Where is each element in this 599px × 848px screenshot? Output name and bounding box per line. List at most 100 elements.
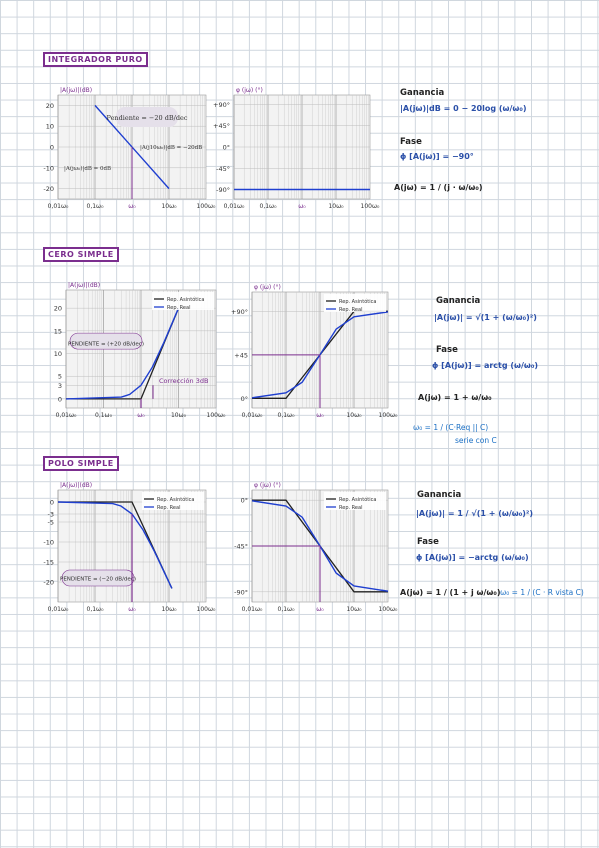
chart-integrador-phase: +90° +45° 0° -45° -90° 0,01ω₀ 0,1ω₀ ω₀ 10ω₀ 100ω₀… xyxy=(213,87,380,210)
y-tick-label: 0° xyxy=(241,395,248,403)
y-axis-label: φ (jω) (°) xyxy=(254,482,281,489)
x-tick-label: 0,01ω₀ xyxy=(224,203,245,210)
legend-label: Rep. Real xyxy=(339,307,362,313)
x-tick-label: 0,1ω₀ xyxy=(87,203,105,210)
y-tick-label: 5 xyxy=(58,373,62,381)
integrador-fase-title: Fase xyxy=(400,137,422,147)
section-title-cero: CERO SIMPLE xyxy=(43,247,119,262)
correction-annotation: Corrección 3dB xyxy=(159,377,208,385)
legend-label: Rep. Asintótica xyxy=(167,296,204,303)
y-tick-label: 0 xyxy=(50,499,54,507)
legend-label: Rep. Real xyxy=(157,505,180,511)
slope-bubble xyxy=(69,332,143,350)
cero-w0: ω₀ = 1 / (C·Req || C) xyxy=(413,423,489,432)
legend-label: Rep. Asintótica xyxy=(339,496,376,503)
y-axis-label: |A(jω)|(dB) xyxy=(60,87,92,94)
annotation-10w0: |A(j10ω₀)|dB = −20dB xyxy=(140,144,202,151)
y-tick-label: -5 xyxy=(48,519,54,527)
x-tick-label: 10ω₀ xyxy=(161,203,177,210)
x-tick-label: ω₀ xyxy=(298,203,306,210)
x-tick-label: ω₀ xyxy=(137,412,145,419)
x-tick-label: 10ω₀ xyxy=(346,412,362,419)
chart-polo-magnitude: 0 -3-5 -10 -15 -20 0,01ω₀ 0,1ω₀ ω₀ 10ω₀ 100ω₀ |A(j… xyxy=(43,482,216,613)
chart-cero-magnitude: 20 15 10 53 0 0,01ω₀ 0,1ω₀ ω₀ 10ω₀ 100ω₀ |A(jω)|(d… xyxy=(54,282,226,419)
x-tick-label: 0,1ω₀ xyxy=(278,412,296,419)
section-title-polo: POLO SIMPLE xyxy=(43,456,119,471)
x-tick-label: 0,01ω₀ xyxy=(48,203,69,210)
cero-w0-note: serie con C xyxy=(455,436,497,445)
x-tick-label: ω₀ xyxy=(316,412,324,419)
x-tick-label: 100ω₀ xyxy=(379,606,398,613)
y-axis-label: φ (jω) (°) xyxy=(254,284,281,291)
y-tick-label: -20 xyxy=(43,579,54,587)
series-line-real xyxy=(65,307,180,400)
integrador-transfer: A(jω) = 1 / (j · ω/ω₀) xyxy=(394,183,483,192)
legend-label: Rep. Asintótica xyxy=(339,298,376,305)
x-tick-label: 0,01ω₀ xyxy=(48,606,69,613)
y-axis-label: φ (jω) (°) xyxy=(236,87,263,94)
y-axis-label: |A(jω)|(dB) xyxy=(68,282,100,289)
y-axis-label: |A(jω)|(dB) xyxy=(60,482,92,489)
x-tick-label: 10ω₀ xyxy=(346,606,362,613)
x-tick-label: 0,01ω₀ xyxy=(242,412,263,419)
x-tick-label: 100ω₀ xyxy=(361,203,380,210)
y-tick-label: -90° xyxy=(234,588,248,596)
annotation-w0: |A(jω₀)|dB = 0dB xyxy=(64,165,111,172)
y-tick-label: 3 xyxy=(58,382,62,390)
y-tick-label: 20 xyxy=(46,102,54,110)
x-tick-label: 100ω₀ xyxy=(197,606,216,613)
y-tick-label: +90° xyxy=(213,101,230,109)
x-tick-label: 0,1ω₀ xyxy=(87,606,105,613)
cero-fase-title: Fase xyxy=(436,345,458,355)
y-tick-label: +45 xyxy=(234,351,248,359)
x-tick-label: 0,1ω₀ xyxy=(260,203,278,210)
chart-polo-phase: 0° -45° -90° 0,01ω₀ 0,1ω₀ ω₀ 10ω₀ 100ω₀ φ (jω) (… xyxy=(234,482,398,613)
x-tick-label: 10ω₀ xyxy=(328,203,344,210)
legend-box xyxy=(324,492,386,510)
y-tick-label: -20 xyxy=(43,185,54,193)
y-tick-label: -15 xyxy=(43,559,54,567)
x-tick-label: ω₀ xyxy=(128,606,136,613)
polo-w0: ω₀ = 1 / (C · R vista C) xyxy=(500,588,584,597)
slope-annotation: Pendiente = −20 dB/dec xyxy=(107,114,188,122)
slope-annotation: PENDIENTE = (+20 dB/dec) xyxy=(68,341,144,347)
slope-annotation: PENDIENTE = (−20 dB/dec) xyxy=(60,576,136,582)
legend-label: Rep. Asintótica xyxy=(157,496,194,503)
integrador-ganancia-formula: |A(jω)|dB = 0 − 20log (ω/ω₀) xyxy=(400,104,527,113)
legend-box xyxy=(324,294,386,312)
slope-bubble xyxy=(61,569,135,587)
x-tick-label: 0,1ω₀ xyxy=(95,412,113,419)
x-tick-label: 100ω₀ xyxy=(197,203,216,210)
cero-transfer: A(jω) = 1 + ω/ω₀ xyxy=(418,393,492,402)
x-tick-label: 100ω₀ xyxy=(379,412,398,419)
x-tick-label: 0,01ω₀ xyxy=(56,412,77,419)
integrador-ganancia-title: Ganancia xyxy=(400,88,445,98)
polo-fase-formula: ϕ [A(jω)] = −arctg (ω/ω₀) xyxy=(416,553,529,562)
slope-bubble xyxy=(116,107,178,127)
x-tick-label: ω₀ xyxy=(316,606,324,613)
y-tick-label: 20 xyxy=(54,305,62,313)
cero-fase-formula: ϕ [A(jω)] = arctg (ω/ω₀) xyxy=(432,361,539,370)
polo-ganancia-title: Ganancia xyxy=(417,490,462,500)
y-tick-label: 10 xyxy=(54,350,62,358)
y-tick-label: -90° xyxy=(216,186,230,194)
y-tick-label: -45° xyxy=(216,165,230,173)
section-title-integrador: INTEGRADOR PURO xyxy=(43,52,148,67)
cero-ganancia-formula: |A(jω)| = √(1 + (ω/ω₀)²) xyxy=(434,313,537,322)
y-tick-label: -10 xyxy=(43,164,54,172)
x-tick-label: 10ω₀ xyxy=(161,606,177,613)
y-tick-label: 0 xyxy=(58,395,62,403)
legend-label: Rep. Real xyxy=(339,505,362,511)
x-tick-label: 0,1ω₀ xyxy=(278,606,296,613)
y-tick-label: -3 xyxy=(48,511,54,519)
polo-fase-title: Fase xyxy=(417,537,439,547)
y-tick-label: 0° xyxy=(241,497,248,505)
legend-box xyxy=(142,492,204,510)
legend-box xyxy=(152,292,214,310)
polo-ganancia-formula: |A(jω)| = 1 / √(1 + (ω/ω₀)²) xyxy=(416,509,534,518)
y-tick-label: +90° xyxy=(231,308,248,316)
y-tick-label: 10 xyxy=(46,123,54,131)
polo-transfer: A(jω) = 1 / (1 + j ω/ω₀) xyxy=(400,588,501,597)
chart-integrador-magnitude: 20 10 0 -10 -20 0,01ω₀ 0,1ω₀ ω₀ 10ω₀ 100ω₀ |A(jω)|… xyxy=(43,87,216,210)
y-tick-label: 0° xyxy=(223,144,230,152)
